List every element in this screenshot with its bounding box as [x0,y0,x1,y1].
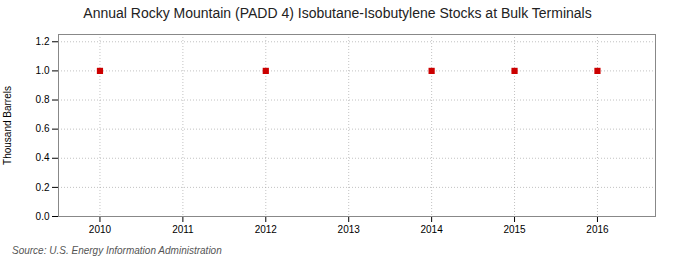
html-text:Annual Rocky Mountain (PADD 4): Annual Rocky Mountain (PADD 4) Isobutane… [83,5,592,21]
svg-text:2012: 2012 [255,224,278,235]
svg-text:2014: 2014 [421,224,444,235]
svg-text:2013: 2013 [338,224,361,235]
svg-text:0.0: 0.0 [36,211,50,222]
svg-text:2015: 2015 [503,224,526,235]
svg-text:1.0: 1.0 [36,65,50,76]
svg-text:2016: 2016 [586,224,609,235]
svg-text:Thousand Barrels: Thousand Barrels [2,86,13,165]
svg-text:0.6: 0.6 [36,123,50,134]
svg-text:0.4: 0.4 [36,152,50,163]
svg-text:2010: 2010 [89,224,112,235]
svg-text:2011: 2011 [172,224,194,235]
svg-text:1.2: 1.2 [36,36,50,47]
html-text:Source: U.S. Energy Informatio: Source: U.S. Energy Information Administ… [12,245,222,256]
svg-text:0.8: 0.8 [36,94,50,105]
svg-text:0.2: 0.2 [36,182,50,193]
